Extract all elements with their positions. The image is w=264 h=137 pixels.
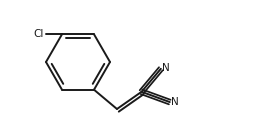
Text: N: N <box>171 97 178 107</box>
Text: Cl: Cl <box>34 29 44 39</box>
Text: N: N <box>162 63 169 73</box>
